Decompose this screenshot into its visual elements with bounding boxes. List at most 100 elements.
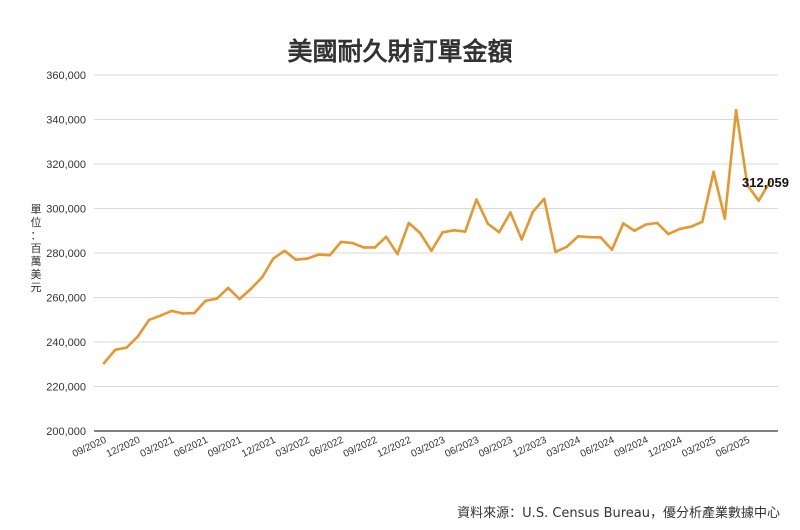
y-tick-label: 340,000	[46, 115, 86, 127]
data-point	[723, 217, 727, 220]
data-point	[644, 223, 648, 226]
data-point	[621, 222, 625, 225]
data-point	[373, 246, 377, 249]
x-tick-label: 06/2021	[172, 435, 210, 460]
data-point	[193, 311, 196, 315]
data-point	[226, 286, 230, 290]
data-point	[407, 221, 411, 225]
series-line	[102, 108, 772, 365]
y-tick-label: 360,000	[46, 70, 86, 82]
x-axis-ticks: 09/202012/202003/202106/202109/202112/20…	[71, 435, 752, 460]
data-point	[317, 253, 320, 256]
x-tick-label: 03/2025	[680, 435, 718, 460]
data-point	[633, 229, 636, 233]
data-point	[294, 258, 298, 261]
y-tick-label: 200,000	[46, 426, 86, 438]
data-point	[554, 250, 557, 254]
data-point	[441, 231, 444, 234]
x-tick-label: 03/2021	[139, 435, 177, 460]
data-point	[475, 198, 478, 201]
data-point	[565, 245, 569, 249]
data-point	[170, 309, 174, 313]
x-tick-label: 12/2020	[105, 435, 143, 460]
x-tick-label: 06/2022	[308, 435, 346, 460]
data-point	[486, 222, 490, 225]
data-point	[576, 235, 580, 238]
x-tick-label: 06/2025	[714, 435, 752, 460]
data-point	[159, 314, 162, 318]
data-points	[102, 108, 772, 365]
x-tick-label: 09/2022	[342, 435, 380, 460]
data-point	[599, 236, 602, 239]
data-point	[113, 348, 117, 352]
data-point	[542, 197, 546, 201]
data-point	[757, 199, 761, 203]
last-value-label: 312,059	[742, 175, 789, 190]
data-point	[588, 235, 591, 239]
x-tick-label: 03/2024	[545, 435, 583, 460]
data-point	[430, 249, 433, 253]
x-tick-label: 06/2023	[443, 435, 481, 460]
data-point	[667, 232, 670, 236]
data-point	[531, 210, 535, 214]
x-tick-label: 03/2022	[274, 435, 312, 460]
x-tick-label: 12/2021	[240, 435, 278, 460]
data-point	[463, 230, 467, 233]
x-tick-label: 09/2024	[613, 435, 651, 460]
data-point	[204, 299, 207, 303]
x-tick-label: 12/2022	[376, 435, 414, 460]
data-point	[746, 183, 749, 187]
data-point	[734, 108, 738, 112]
y-axis-ticks: 200,000 220,000 240,000 260,000 280,000 300,0…	[46, 70, 86, 438]
series-layer	[102, 108, 772, 365]
data-point	[396, 252, 399, 256]
data-point	[125, 346, 128, 349]
y-tick-label: 320,000	[46, 159, 86, 171]
data-point	[700, 220, 704, 224]
y-axis-label: 單位：百萬美元	[31, 203, 42, 294]
data-point	[260, 276, 264, 279]
x-tick-label: 09/2020	[71, 435, 109, 460]
grid-lines	[94, 74, 778, 432]
data-point	[249, 287, 253, 291]
y-tick-label: 260,000	[46, 293, 86, 305]
data-point	[655, 221, 659, 225]
data-point	[520, 238, 523, 241]
data-point	[689, 225, 693, 229]
y-tick-label: 280,000	[46, 248, 86, 260]
x-tick-label: 09/2023	[477, 435, 515, 460]
data-point	[181, 312, 185, 315]
x-tick-label: 06/2024	[579, 435, 617, 460]
data-point	[712, 170, 715, 174]
data-point	[509, 211, 512, 214]
data-point	[351, 241, 354, 245]
source-note: 資料來源：U.S. Census Bureau，優分析產業數據中心	[457, 505, 780, 521]
data-point	[678, 227, 681, 231]
data-point	[328, 253, 332, 257]
data-point	[272, 257, 275, 260]
x-tick-label: 12/2024	[647, 435, 685, 460]
data-point	[610, 248, 614, 251]
data-point	[215, 297, 219, 300]
data-point	[339, 240, 343, 244]
data-point	[102, 361, 106, 365]
x-tick-label: 09/2021	[206, 435, 244, 460]
data-point	[238, 297, 241, 301]
y-tick-label: 220,000	[46, 382, 86, 394]
data-point	[283, 249, 286, 253]
data-point	[147, 318, 151, 322]
data-point	[384, 235, 388, 239]
data-point	[452, 229, 456, 232]
x-tick-label: 03/2023	[409, 435, 447, 460]
data-point	[768, 180, 772, 183]
chart-title: 美國耐久財訂單金額	[287, 37, 512, 66]
y-tick-label: 300,000	[46, 204, 86, 216]
data-point	[362, 246, 365, 249]
data-point	[418, 231, 422, 235]
x-tick-label: 12/2023	[511, 435, 549, 460]
data-point	[497, 231, 501, 234]
data-point	[136, 335, 140, 338]
data-point	[305, 257, 309, 260]
